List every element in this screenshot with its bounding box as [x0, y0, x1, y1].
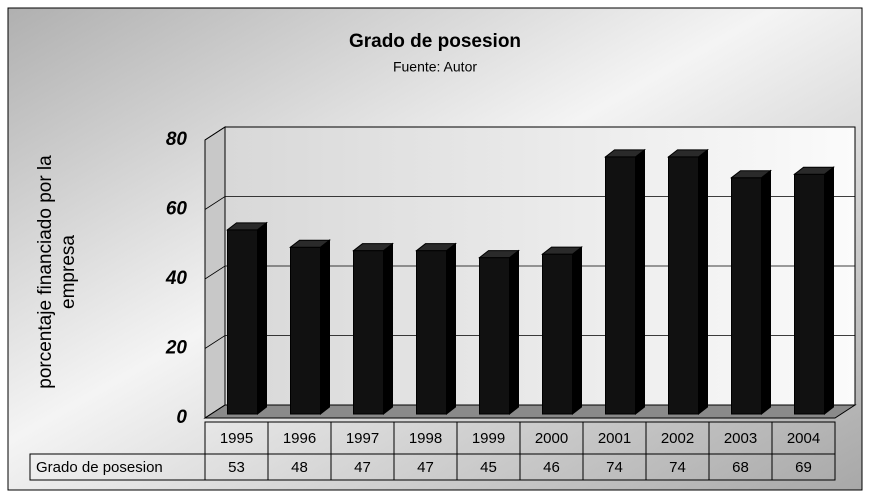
bar — [541, 246, 583, 416]
bar-face — [761, 169, 771, 416]
x-tick-label: 2001 — [598, 430, 631, 447]
bar-face — [446, 242, 456, 416]
bar-face — [509, 249, 519, 416]
bar-face — [353, 250, 384, 415]
bar — [667, 148, 709, 416]
x-tick-label: 1998 — [409, 430, 442, 447]
bar — [730, 169, 772, 416]
legend-entry: Grado de posesion — [36, 459, 163, 476]
x-tick-label: 1999 — [472, 430, 505, 447]
data-label: 46 — [543, 459, 560, 476]
x-tick-label: 1995 — [220, 430, 253, 447]
bar-face — [290, 246, 321, 415]
bar-face — [541, 246, 583, 255]
bar — [604, 148, 646, 416]
x-tick-label: 1996 — [283, 430, 316, 447]
data-label: 74 — [606, 459, 623, 476]
data-label: 68 — [732, 459, 749, 476]
bar-face — [824, 166, 834, 416]
data-label: 47 — [417, 459, 434, 476]
bar-face — [635, 148, 645, 416]
bar-face — [320, 239, 330, 416]
bar-face — [668, 156, 699, 415]
bar-face — [572, 246, 582, 416]
bar-face — [226, 222, 268, 231]
plot: 0 20 40 60 80 Grado de posesion 1995 53 1996 48 19… — [29, 126, 857, 481]
bar — [226, 221, 268, 416]
bar-face — [352, 243, 394, 252]
bar-face — [383, 242, 393, 416]
chart-subtitle: Fuente: Autor — [393, 59, 477, 75]
bar — [793, 166, 835, 416]
bar-face — [542, 253, 573, 415]
bar-face — [731, 177, 762, 415]
bar-face — [730, 170, 772, 179]
data-label: 48 — [291, 459, 308, 476]
bar-face — [605, 156, 636, 415]
y-tick-label: 20 — [165, 338, 188, 359]
table-cell — [29, 453, 836, 481]
grid-line — [204, 126, 855, 141]
x-tick-label: 2004 — [787, 430, 820, 447]
y-tick-label: 0 — [176, 407, 187, 428]
bar — [415, 242, 457, 416]
bar-face — [793, 166, 835, 175]
x-tick-label: 2000 — [535, 430, 568, 447]
x-tick-label: 2003 — [724, 430, 757, 447]
bar-face — [478, 250, 520, 259]
bar — [352, 242, 394, 416]
chart-title: Grado de posesion — [349, 31, 521, 52]
data-label: 69 — [795, 459, 812, 476]
data-label: 53 — [228, 459, 245, 476]
data-label: 45 — [480, 459, 497, 476]
y-tick-label: 60 — [166, 199, 188, 220]
bar-face — [794, 173, 825, 415]
x-tick-label: 1997 — [346, 430, 379, 447]
bar-face — [289, 239, 331, 248]
bar-face — [227, 229, 258, 415]
bar-face — [257, 221, 267, 416]
bar-face — [698, 148, 708, 416]
bar — [289, 239, 331, 416]
x-tick-label: 2002 — [661, 430, 694, 447]
bar-face — [667, 149, 709, 158]
data-label: 74 — [669, 459, 686, 476]
bar-face — [415, 243, 457, 252]
y-tick-label: 80 — [166, 129, 188, 150]
bar-face — [479, 257, 510, 415]
y-axis-label: porcentaje financiado por la empresa — [35, 155, 79, 389]
bar-face — [416, 250, 447, 415]
data-label: 47 — [354, 459, 371, 476]
bar — [478, 249, 520, 416]
bar-face — [604, 149, 646, 158]
y-tick-label: 40 — [165, 268, 188, 289]
